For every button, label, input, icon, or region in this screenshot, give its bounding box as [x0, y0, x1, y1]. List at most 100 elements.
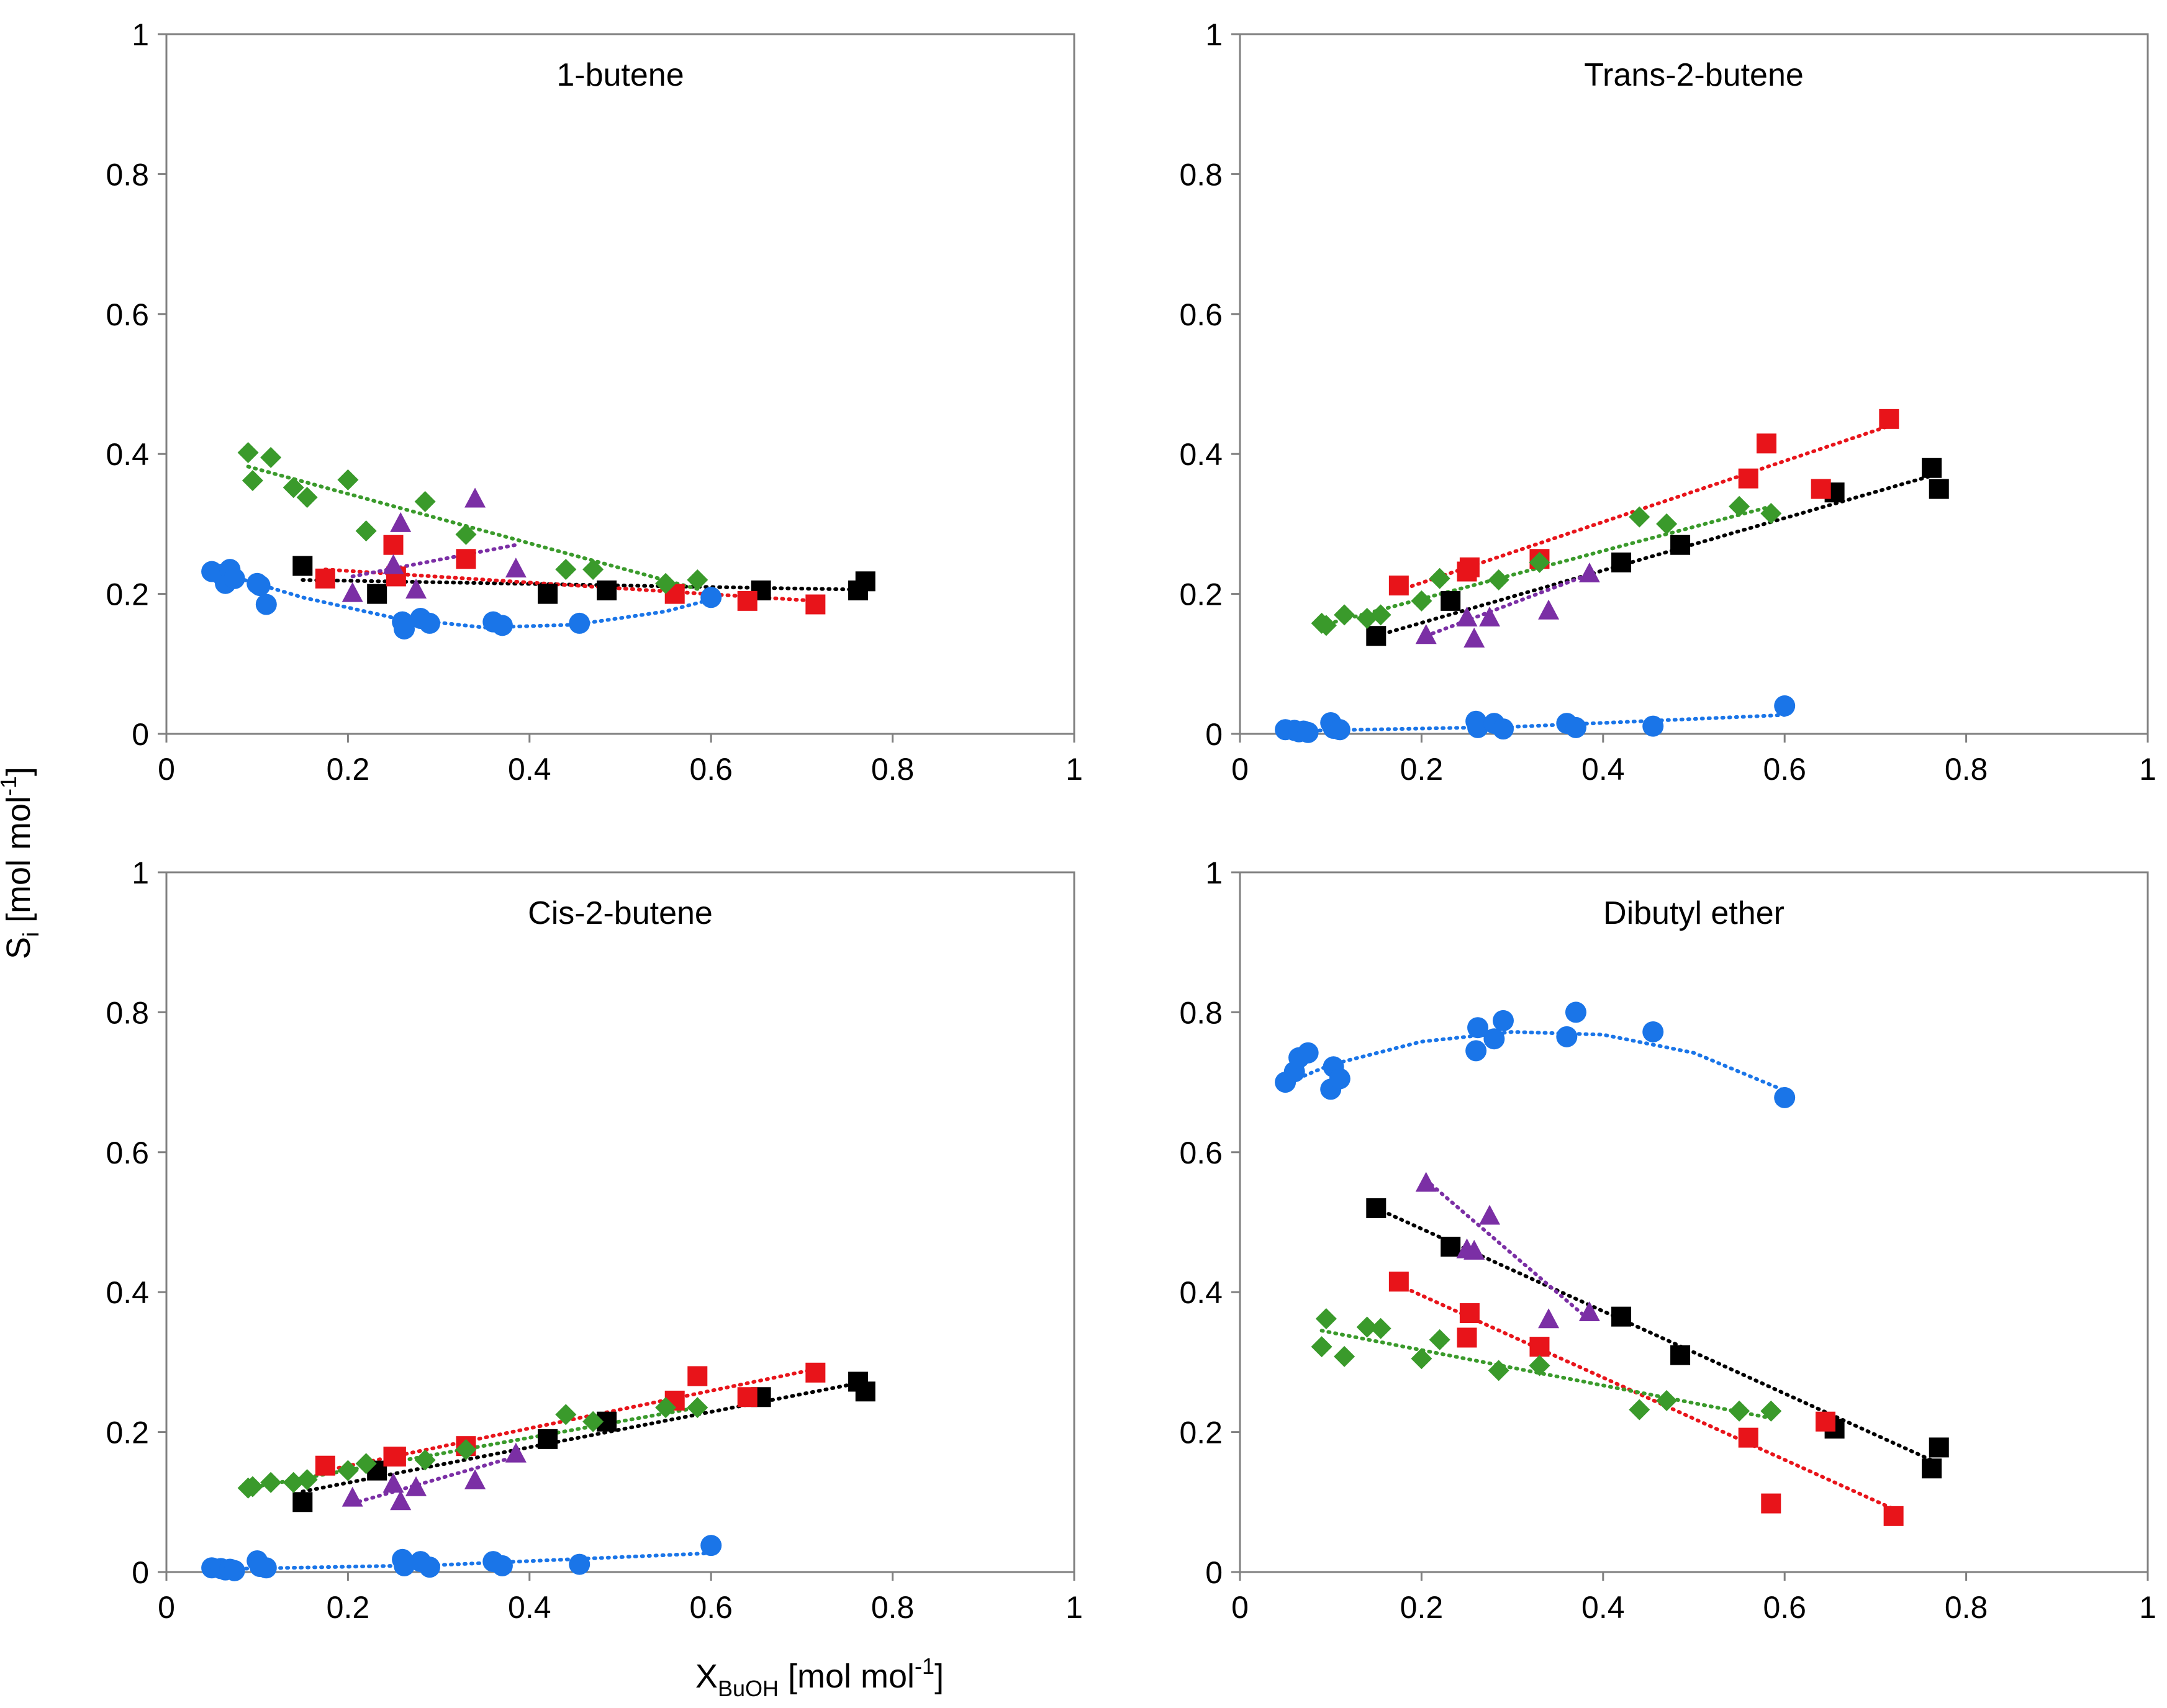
y-tick-label: 0.8 [1179, 995, 1223, 1030]
data-point [1670, 1345, 1691, 1365]
data-point [1756, 433, 1776, 454]
svg-text:XBuOH [mol mol-1]: XBuOH [mol mol-1] [695, 1653, 944, 1701]
purple-triangle-series [342, 1442, 527, 1511]
y-tick-label: 0 [132, 717, 149, 752]
y-tick-label: 0.4 [106, 437, 149, 472]
data-point [569, 1553, 590, 1575]
data-point [1922, 458, 1942, 478]
x-tick-label: 1 [2139, 1590, 2156, 1625]
x-tick-label: 0.8 [871, 1590, 915, 1625]
data-point [1370, 604, 1391, 626]
data-point [292, 1492, 313, 1512]
x-axis-label-sub: BuOH [718, 1676, 779, 1701]
data-point [700, 587, 722, 608]
data-point [1774, 695, 1796, 716]
data-point [505, 1442, 527, 1463]
data-point [382, 554, 404, 574]
y-axis-label-unit: [mol mol [0, 796, 37, 932]
x-tick-label: 0 [1231, 752, 1249, 787]
data-point [249, 575, 271, 597]
data-point [1883, 1506, 1904, 1526]
data-point [1738, 468, 1758, 489]
y-tick-label: 0.4 [1179, 437, 1223, 472]
data-point [1370, 1317, 1391, 1339]
data-point [1429, 1329, 1450, 1350]
x-tick-label: 0.6 [689, 752, 733, 787]
y-axis-label: Si [mol mol-1] [0, 767, 43, 959]
data-point [355, 1453, 377, 1475]
data-point [655, 572, 677, 594]
blue-circle-series [1275, 1001, 1796, 1108]
x-tick-label: 0.2 [1400, 1590, 1444, 1625]
panel-trans-2-butene: 0 0.2 0.4 0.6 0.8 1 0 0.2 0.4 0.6 0.8 1 Trans-2-bute… [1179, 17, 2156, 787]
svg-text:Si [mol mol-1]: Si [mol mol-1] [0, 767, 43, 959]
data-point [597, 580, 617, 600]
data-point [1578, 563, 1600, 583]
data-point [464, 1469, 486, 1489]
data-point [1441, 590, 1461, 611]
data-point [1656, 1389, 1678, 1411]
y-tick-label: 0.4 [1179, 1275, 1223, 1310]
data-point [1329, 719, 1350, 741]
data-point [224, 567, 245, 589]
data-point [405, 1476, 427, 1496]
y-tick-label: 0.4 [106, 1275, 149, 1310]
plot-frame [165, 33, 1075, 735]
data-point [1760, 1400, 1782, 1422]
x-tick-label: 0.4 [508, 752, 551, 787]
data-point [1467, 1017, 1489, 1039]
y-tick-label: 0.6 [1179, 1136, 1223, 1170]
black-square-series [292, 556, 875, 604]
x-tick-label: 0.6 [689, 1590, 733, 1625]
data-point [1629, 1399, 1650, 1421]
green-diamond-series-trendline [1319, 1329, 1773, 1421]
data-point [1388, 1272, 1409, 1292]
green-diamond-series [1311, 1308, 1782, 1422]
data-point [283, 477, 304, 499]
data-point [655, 1397, 677, 1419]
data-point [855, 571, 875, 592]
x-tick-label: 0.2 [327, 1590, 370, 1625]
data-point [394, 1555, 415, 1576]
red-square-series-trendline [1396, 424, 1891, 592]
data-point [737, 590, 758, 611]
data-point [464, 487, 486, 508]
data-point [582, 1411, 604, 1432]
data-point [337, 469, 359, 490]
data-point [1459, 557, 1480, 577]
data-point [405, 578, 427, 599]
data-point [1479, 607, 1501, 627]
data-point [555, 1404, 577, 1426]
data-point [805, 594, 826, 615]
data-point [242, 470, 263, 492]
data-point [455, 523, 477, 545]
data-point [1760, 502, 1782, 524]
data-point [1538, 599, 1560, 620]
data-point [1366, 626, 1387, 646]
data-point [383, 535, 404, 555]
purple-triangle-series-trendline [350, 1455, 518, 1506]
blue-circle-series [201, 1535, 722, 1581]
data-point [1315, 615, 1337, 636]
data-point [414, 490, 436, 512]
data-point [1334, 604, 1355, 626]
red-square-series-trendline [1396, 1283, 1896, 1511]
data-point [1415, 1172, 1437, 1192]
data-point [224, 1560, 245, 1581]
data-point [1388, 576, 1409, 596]
y-tick-label: 1 [1205, 856, 1223, 890]
y-tick-label: 0.6 [106, 297, 149, 332]
data-point [1297, 721, 1319, 743]
data-point [491, 1555, 513, 1576]
data-point [1492, 718, 1514, 740]
x-tick-label: 0.4 [508, 1590, 551, 1625]
red-square-series-trendline [323, 1367, 818, 1473]
data-point [1464, 627, 1485, 648]
data-point [1329, 1068, 1350, 1090]
data-point [855, 1381, 875, 1402]
red-square-series-trendline [323, 567, 818, 603]
x-tick-label: 0.8 [1945, 1590, 1988, 1625]
data-point [582, 559, 604, 581]
black-square-series-trendline [1374, 471, 1941, 638]
data-point [1459, 1303, 1480, 1324]
